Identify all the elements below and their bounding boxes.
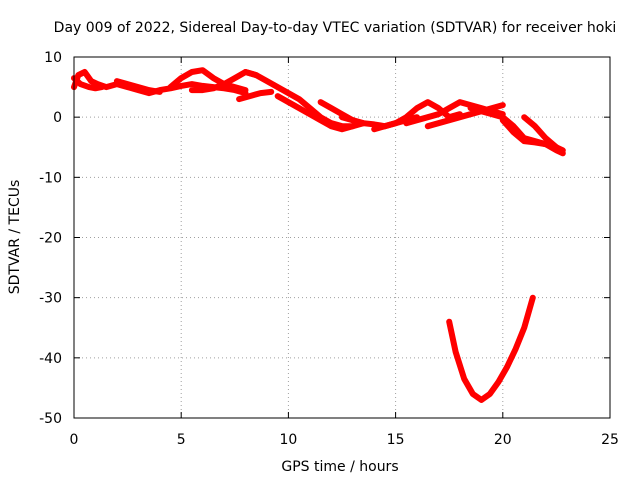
y-tick-label: 0 — [53, 110, 62, 126]
y-tick-label: -50 — [39, 411, 62, 427]
series-line-track-b — [71, 75, 105, 92]
x-axis-label: GPS time / hours — [281, 459, 398, 475]
x-tick-label: 20 — [494, 432, 512, 448]
series-line-track-q — [446, 294, 536, 403]
x-tick-label: 15 — [387, 432, 405, 448]
series-line-track-h — [274, 93, 367, 133]
y-tick-label: -40 — [39, 351, 62, 367]
series-line-track-c — [113, 78, 163, 95]
series-line-track-p — [521, 114, 560, 151]
x-tick-label: 0 — [70, 432, 79, 448]
chart-title: Day 009 of 2022, Sidereal Day-to-day VTE… — [54, 20, 617, 36]
series-line-track-m — [424, 102, 506, 130]
series-line-track-g — [236, 88, 275, 103]
x-tick-label: 25 — [601, 432, 619, 448]
data-series — [71, 67, 566, 403]
series-line-track-k — [371, 99, 463, 133]
axis-ticks: 0 5 10 15 20 25 10 0 -10 -20 -30 -40 -50 — [39, 50, 619, 448]
series-line-track-d — [167, 67, 249, 94]
y-tick-label: -20 — [39, 231, 62, 247]
y-tick-label: 10 — [44, 50, 62, 66]
x-tick-label: 10 — [279, 432, 297, 448]
y-axis-label: SDTVAR / TECUs — [7, 180, 23, 295]
x-tick-label: 5 — [177, 432, 186, 448]
series-line-track-f — [242, 69, 356, 130]
y-tick-label: -30 — [39, 291, 62, 307]
y-tick-label: -10 — [39, 170, 62, 186]
